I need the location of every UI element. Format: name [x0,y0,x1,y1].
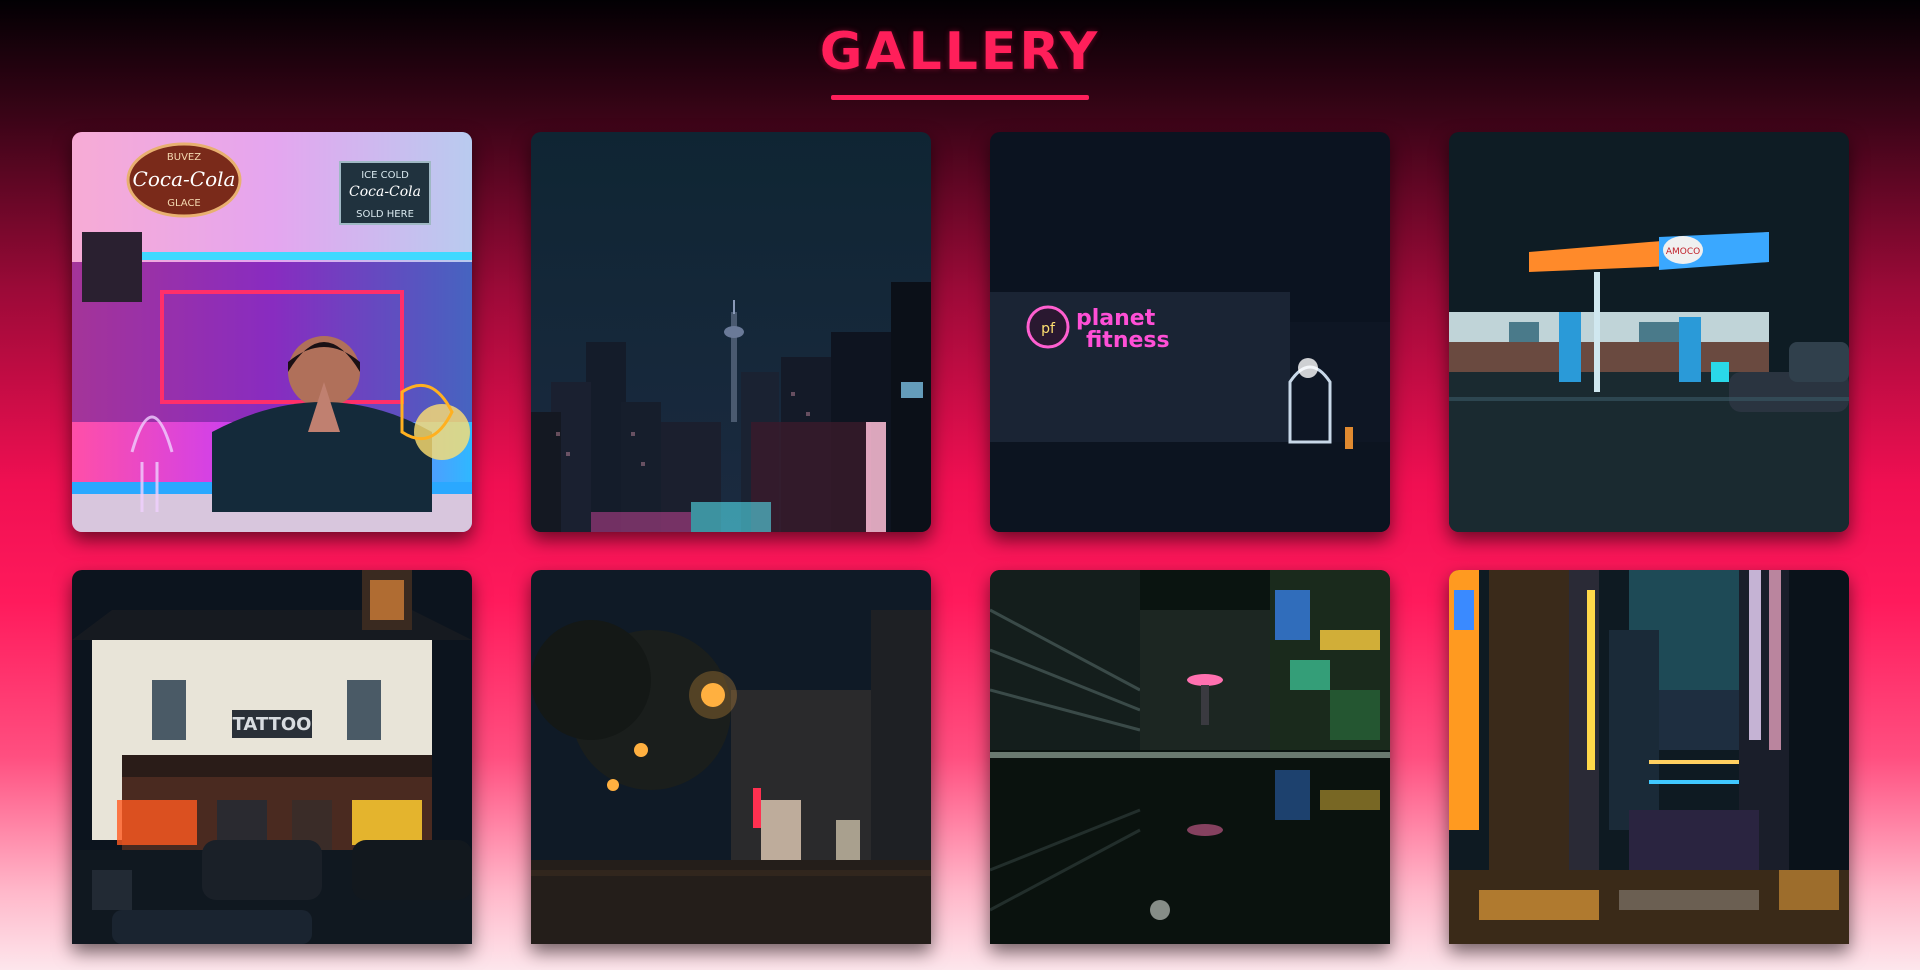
svg-text:SOLD HERE: SOLD HERE [356,209,414,220]
photo-gas-station-night-icon: AMOCO [1449,132,1849,532]
photo-street-lamps-night-icon [531,570,931,944]
gallery-item-gas-station[interactable]: AMOCO [1449,132,1849,532]
svg-text:Coca-Cola: Coca-Cola [349,184,421,200]
svg-text:Coca-Cola: Coca-Cola [133,167,236,191]
svg-text:pf: pf [1041,321,1056,337]
svg-text:planet: planet [1076,306,1156,331]
svg-text:BUVEZ: BUVEZ [167,152,201,163]
title-underline [831,95,1089,100]
photo-planet-fitness-building-icon: pf planet fitness [990,132,1390,532]
gallery-item-planet-fitness[interactable]: pf planet fitness [990,132,1390,532]
gallery-item-rainy-alley[interactable] [990,570,1390,944]
photo-neon-city-street-icon [1449,570,1849,944]
gallery-header: GALLERY [0,22,1920,82]
svg-text:TATTOO: TATTOO [233,714,312,735]
page-title: GALLERY [819,22,1101,82]
photo-neon-bar-portrait-icon: BUVEZ Coca-Cola GLACE ICE COLD Coca-Cola… [72,132,472,532]
svg-text:fitness: fitness [1086,328,1170,353]
gallery-item-street-lamps[interactable] [531,570,931,944]
photo-rainy-alley-reflection-icon [990,570,1390,944]
gallery-item-neon-bar-portrait[interactable]: BUVEZ Coca-Cola GLACE ICE COLD Coca-Cola… [72,132,472,532]
svg-text:AMOCO: AMOCO [1666,247,1700,257]
svg-text:ICE COLD: ICE COLD [361,170,409,181]
gallery-item-neon-city-street[interactable] [1449,570,1849,944]
photo-city-skyline-tower-icon [531,132,931,532]
gallery-item-tattoo-shop[interactable]: TATTOO [72,570,472,944]
photo-tattoo-shop-icon: TATTOO [72,570,472,944]
gallery-item-city-skyline[interactable] [531,132,931,532]
svg-text:GLACE: GLACE [167,198,201,209]
